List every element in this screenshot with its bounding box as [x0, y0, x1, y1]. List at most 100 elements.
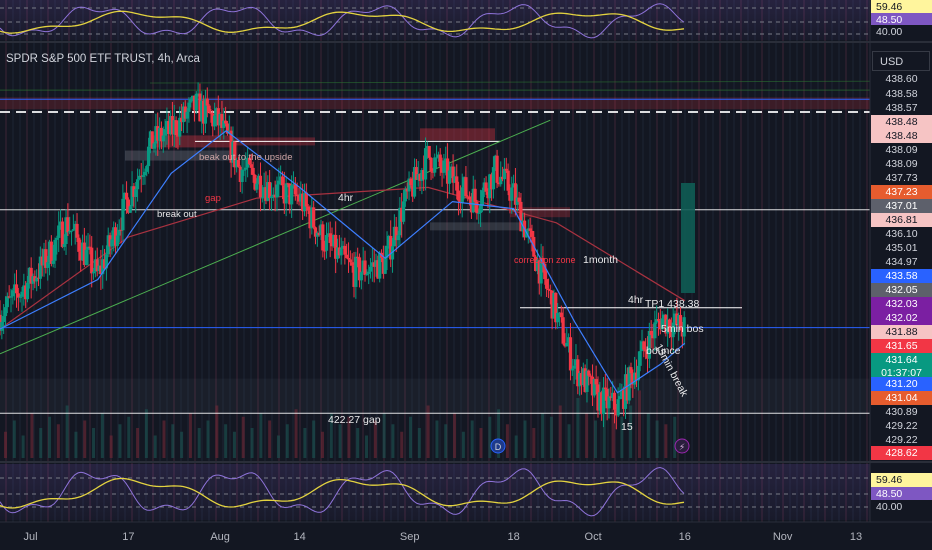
annotation-tp1[interactable]: TP1 438.38: [645, 298, 700, 310]
drawing-zones: [0, 80, 871, 414]
candle-body: [202, 100, 206, 124]
annotation-15[interactable]: 15: [621, 421, 633, 433]
volume-bar: [197, 428, 201, 458]
currency-selector[interactable]: USD: [872, 51, 930, 71]
volume-bar: [83, 420, 87, 458]
candle-body: [93, 259, 97, 272]
candle-body: [433, 157, 437, 173]
time-axis-tick: 16: [678, 531, 691, 543]
annotation-4hr-top[interactable]: 4hr: [338, 192, 354, 204]
candle-body: [633, 372, 637, 385]
volume-bar: [92, 428, 96, 458]
annotation-bounce[interactable]: bounce: [646, 345, 681, 357]
volume-bar: [215, 405, 219, 458]
candle-body: [671, 322, 675, 338]
candle-body: [275, 184, 279, 198]
candle-body: [132, 186, 136, 197]
candle-body: [623, 374, 628, 409]
price-label: 432.03: [871, 297, 932, 311]
candle-body: [55, 237, 59, 240]
candle-body: [288, 183, 292, 205]
volume-bar: [620, 416, 624, 458]
candle-body: [304, 192, 308, 207]
candle-body: [191, 95, 195, 99]
candle-body: [68, 231, 72, 233]
volume-bars: [4, 390, 677, 458]
price-label: 438.09: [871, 143, 932, 157]
candle-body: [436, 154, 440, 158]
candle-body: [269, 196, 274, 199]
volume-bar: [162, 420, 166, 458]
volume-bar: [136, 428, 140, 458]
volume-bar: [39, 428, 43, 458]
annotation-gap[interactable]: gap: [205, 193, 221, 204]
candle-body: [128, 206, 132, 213]
price-label: 01:37:07: [871, 366, 932, 380]
candle-body: [675, 313, 679, 326]
candle-body: [414, 167, 418, 180]
annotation-gap-level[interactable]: 422.27 gap: [328, 414, 381, 426]
volume-bar: [250, 428, 254, 458]
volume-bar: [435, 420, 439, 458]
candle-body: [655, 319, 659, 323]
candle-body: [271, 194, 275, 197]
zone-break-out: [125, 150, 230, 161]
candle-body: [581, 368, 585, 385]
candle-body: [660, 318, 664, 330]
candle-body: [71, 229, 75, 231]
candle-body: [178, 117, 182, 137]
candle-body: [600, 392, 604, 415]
candle-body: [198, 93, 202, 122]
zone-gap-lower: [0, 378, 870, 414]
candle-body: [238, 166, 242, 182]
candle-body: [667, 319, 672, 332]
annotation-break-out[interactable]: break out: [157, 209, 197, 220]
candle-body: [148, 131, 153, 147]
volume-bar: [497, 409, 501, 458]
candle-body: [319, 224, 323, 236]
candle-body: [227, 130, 231, 134]
candle-body: [80, 242, 85, 261]
candle-body: [425, 145, 429, 149]
candle-body: [510, 187, 514, 201]
candle-body: [396, 235, 400, 241]
candle-body: [229, 130, 233, 163]
candle-body: [282, 185, 286, 204]
candle-body: [526, 228, 530, 231]
candle-body: [559, 312, 563, 318]
annotation-correction-zone[interactable]: correction zone: [514, 255, 576, 265]
candle-body: [77, 237, 81, 252]
candle-body: [257, 175, 261, 184]
annotation-1month[interactable]: 1month: [583, 254, 619, 266]
volume-bar: [171, 424, 175, 458]
annotation-breakout-upside[interactable]: beak out to the upside: [199, 152, 293, 163]
candle-body: [664, 314, 668, 334]
candle-body: [57, 225, 61, 238]
candle-body: [284, 183, 288, 204]
candle-body: [504, 168, 508, 171]
candle-body: [176, 135, 180, 137]
candle-body: [596, 384, 600, 411]
candle-body: [350, 262, 354, 266]
volume-bar: [65, 405, 69, 458]
price-label: 435.01: [871, 241, 932, 255]
annotation-5min-bos[interactable]: 5min bos: [661, 323, 704, 335]
candle-body: [119, 229, 123, 231]
volume-bar: [30, 413, 34, 458]
earnings-marker-label: ⚡: [679, 442, 685, 452]
candle-body: [614, 409, 618, 416]
candle-body: [3, 307, 8, 317]
candle-body: [409, 178, 413, 186]
time-axis-tick: 14: [293, 531, 306, 543]
candle-body: [240, 169, 244, 182]
candle-body: [354, 256, 358, 287]
volume-bar: [188, 413, 192, 458]
annotation-4hr-right[interactable]: 4hr: [628, 294, 644, 306]
candle-body: [537, 260, 541, 284]
candle-body: [332, 234, 336, 247]
candle-body: [35, 277, 39, 282]
candle-body: [312, 207, 316, 228]
candle-body: [434, 157, 439, 159]
candle-body: [645, 351, 650, 359]
